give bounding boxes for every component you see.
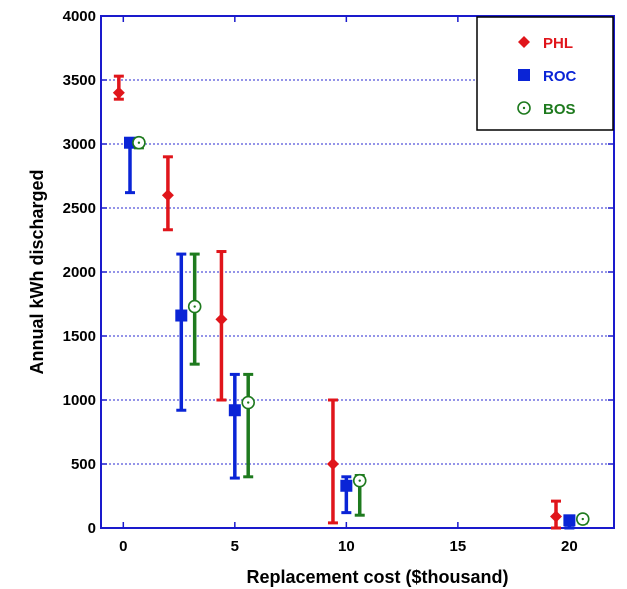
y-tick-label: 3500 bbox=[63, 72, 96, 89]
data-point bbox=[161, 189, 174, 202]
y-tick-label: 4000 bbox=[63, 8, 96, 25]
y-tick-label: 3000 bbox=[63, 136, 96, 153]
data-point bbox=[563, 514, 576, 527]
data-series bbox=[112, 74, 590, 530]
data-point bbox=[175, 309, 188, 322]
y-tick-label: 2500 bbox=[63, 200, 96, 217]
data-point bbox=[112, 86, 125, 99]
legend-label-roc: ROC bbox=[543, 68, 577, 85]
y-tick-label: 500 bbox=[71, 456, 96, 473]
legend-box bbox=[476, 16, 614, 131]
axis-ticks: 0 500 1000 1500 2000 2500 3000 3500 4000 0 5 10 15 20 bbox=[63, 8, 614, 555]
x-tick-label: 0 bbox=[119, 538, 127, 555]
data-point bbox=[550, 510, 563, 523]
x-tick-label: 20 bbox=[561, 538, 578, 555]
legend: PHL ROC BOS bbox=[476, 16, 614, 131]
data-point-center bbox=[193, 305, 196, 308]
y-tick-label: 1000 bbox=[63, 392, 96, 409]
legend-label-bos: BOS bbox=[543, 101, 576, 118]
x-tick-label: 15 bbox=[450, 538, 467, 555]
data-point bbox=[326, 458, 339, 470]
data-point bbox=[340, 479, 353, 492]
legend-marker-bos-center bbox=[522, 106, 526, 110]
data-point-center bbox=[358, 479, 361, 482]
x-axis-title: Replacement cost ($thousand) bbox=[246, 567, 508, 587]
y-tick-label: 0 bbox=[88, 520, 96, 537]
y-tick-label: 1500 bbox=[63, 328, 96, 345]
gridlines bbox=[101, 79, 614, 465]
legend-marker-phl bbox=[518, 36, 530, 48]
data-point-center bbox=[137, 141, 141, 144]
data-point bbox=[228, 404, 241, 417]
x-tick-label: 10 bbox=[338, 538, 355, 555]
series-phl bbox=[112, 74, 563, 530]
data-point bbox=[215, 313, 228, 326]
legend-label-phl: PHL bbox=[543, 35, 573, 52]
series-bos bbox=[132, 135, 590, 526]
y-tick-label: 2000 bbox=[63, 264, 96, 281]
data-point-center bbox=[247, 401, 250, 404]
data-point-center bbox=[581, 517, 584, 521]
series-roc bbox=[123, 136, 576, 530]
x-tick-label: 5 bbox=[231, 538, 239, 555]
y-axis-title: Annual kWh discharged bbox=[27, 169, 47, 374]
legend-marker-roc bbox=[518, 69, 530, 81]
